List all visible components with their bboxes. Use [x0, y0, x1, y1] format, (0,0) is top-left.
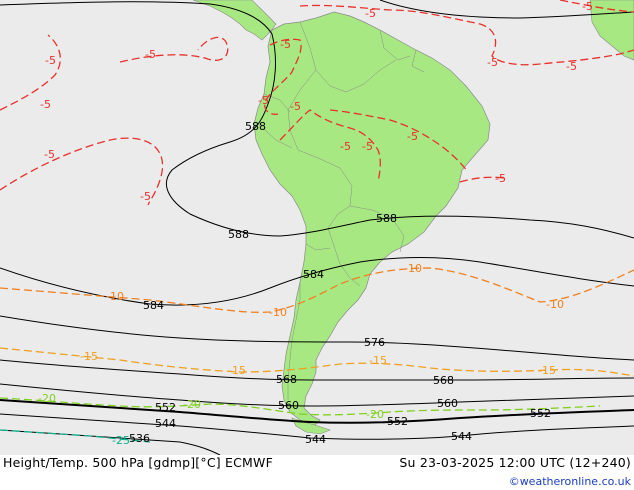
- label-m5-l: -5: [495, 172, 506, 185]
- label-m5-k: -5: [407, 130, 418, 143]
- label-m5-c: -5: [145, 48, 156, 61]
- label-h560-east: 560: [437, 397, 458, 410]
- label-m20-c: -20: [366, 408, 384, 421]
- label-m5-o: -5: [566, 60, 577, 73]
- label-m5-m: -5: [365, 7, 376, 20]
- label-m10-a: -10: [106, 290, 124, 303]
- label-h584-west: 584: [143, 299, 164, 312]
- label-h560-west: 560: [278, 399, 299, 412]
- label-h544-west: 544: [155, 417, 176, 430]
- label-m10-b: -10: [269, 306, 287, 319]
- credit-link[interactable]: ©weatheronline.co.uk: [509, 475, 631, 488]
- label-h552-mid: 552: [387, 415, 408, 428]
- label-m5-p: -5: [582, 0, 593, 13]
- label-m20-a: -20: [38, 392, 56, 405]
- label-m5-g: -5: [258, 94, 269, 107]
- label-h568-east: 568: [433, 374, 454, 387]
- label-m5-i: -5: [340, 140, 351, 153]
- label-h584-mid: 584: [303, 268, 324, 281]
- label-h576: 576: [364, 336, 385, 349]
- label-m5-j: -5: [362, 140, 373, 153]
- label-m5-h: -5: [290, 100, 301, 113]
- label-m15-a: -15: [80, 350, 98, 363]
- label-m10-d: -10: [546, 298, 564, 311]
- label-h588-west: 588: [228, 228, 249, 241]
- label-m25-a: -25: [112, 434, 130, 447]
- label-m10-c: -10: [404, 262, 422, 275]
- label-m5-f: -5: [280, 38, 291, 51]
- map-canvas: 588 588 588 584 584 576 568 568 560 560 …: [0, 0, 634, 455]
- label-h588-mid: 588: [376, 212, 397, 225]
- label-h544-mid: 544: [305, 433, 326, 446]
- label-m15-d: -15: [538, 364, 556, 377]
- label-m15-b: -15: [228, 364, 246, 377]
- label-h552-west: 552: [155, 401, 176, 414]
- label-h588-north: 588: [245, 120, 266, 133]
- map-footer: Height/Temp. 500 hPa [gdmp][°C] ECMWF Su…: [0, 455, 634, 490]
- valid-time: Su 23-03-2025 12:00 UTC (12+240): [399, 455, 631, 470]
- label-m5-b: -5: [40, 98, 51, 111]
- label-m20-b: -20: [183, 398, 201, 411]
- label-m5-n: -5: [487, 56, 498, 69]
- map-title: Height/Temp. 500 hPa [gdmp][°C] ECMWF: [3, 455, 273, 470]
- label-h544-east: 544: [451, 430, 472, 443]
- label-m5-d: -5: [44, 148, 55, 161]
- label-h536: 536: [129, 432, 150, 445]
- label-h568-west: 568: [276, 373, 297, 386]
- label-m15-c: -15: [369, 354, 387, 367]
- label-m5-a: -5: [45, 54, 56, 67]
- weather-map: 588 588 588 584 584 576 568 568 560 560 …: [0, 0, 634, 455]
- label-h552-east: 552: [530, 407, 551, 420]
- label-m5-e: -5: [140, 190, 151, 203]
